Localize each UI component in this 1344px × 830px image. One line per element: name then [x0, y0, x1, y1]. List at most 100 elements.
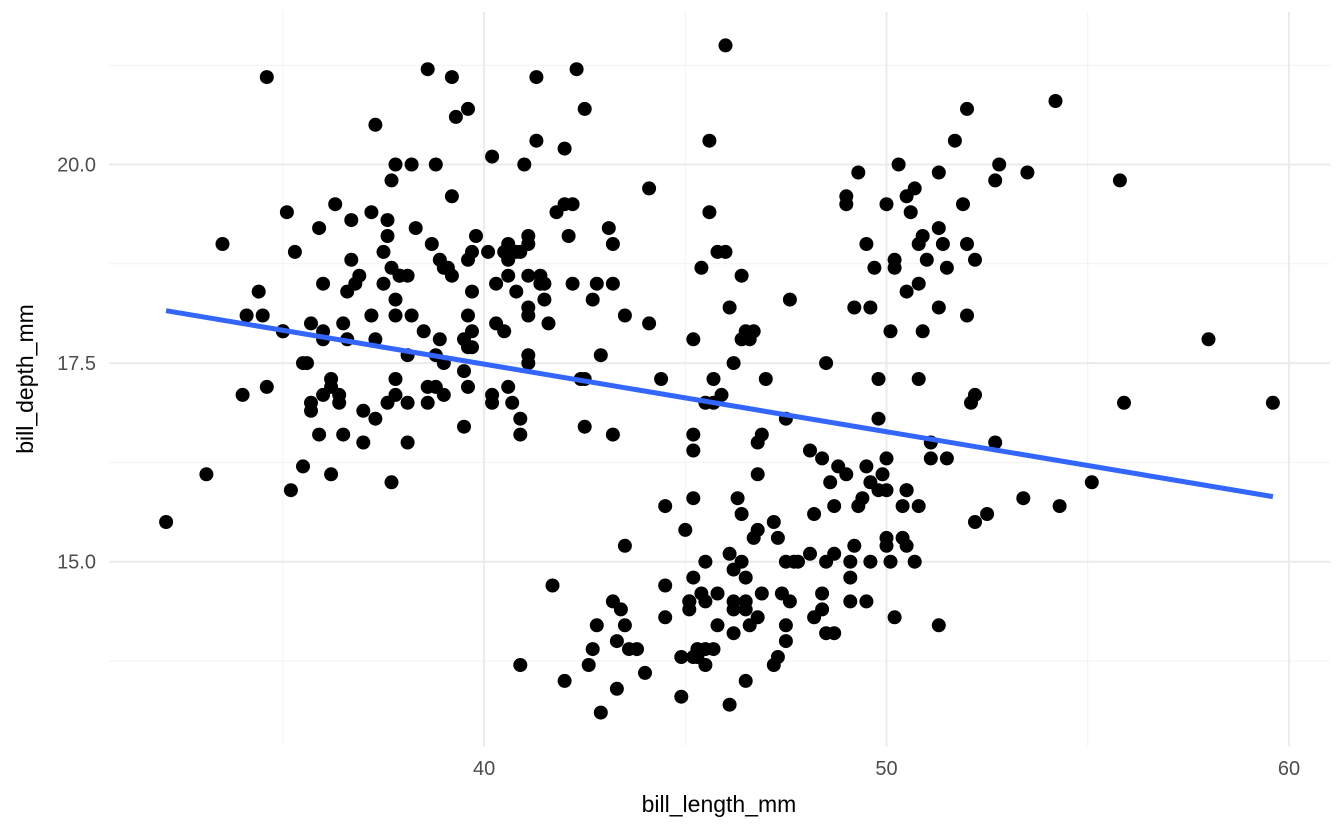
data-point — [324, 467, 339, 482]
data-point — [935, 237, 950, 251]
data-point — [968, 387, 982, 402]
data-point — [432, 332, 447, 347]
data-point — [420, 379, 435, 394]
data-point — [304, 316, 318, 331]
data-point — [589, 276, 604, 291]
data-point — [589, 618, 604, 633]
data-point — [501, 379, 516, 394]
data-point — [469, 229, 483, 243]
data-point — [388, 292, 403, 307]
x-tick-label: 40 — [473, 758, 495, 780]
data-point — [376, 244, 391, 259]
data-point — [702, 205, 717, 220]
data-point — [907, 181, 922, 196]
data-point — [517, 157, 532, 172]
data-point — [931, 618, 946, 633]
data-point — [513, 411, 528, 426]
data-point — [871, 411, 886, 426]
data-point — [296, 459, 310, 474]
data-point — [521, 229, 536, 243]
data-point — [863, 300, 878, 315]
data-point — [609, 634, 624, 649]
data-point — [734, 268, 749, 283]
data-point — [388, 157, 403, 172]
data-point — [537, 276, 552, 291]
data-point — [1020, 165, 1035, 180]
data-point — [658, 578, 673, 593]
data-point — [457, 419, 471, 434]
data-point — [336, 427, 351, 442]
data-point — [887, 260, 902, 275]
data-point — [702, 133, 717, 148]
data-point — [960, 237, 974, 251]
data-point — [461, 101, 475, 116]
data-point — [497, 324, 512, 339]
data-point — [766, 658, 781, 672]
data-point — [658, 499, 673, 514]
data-point — [931, 221, 946, 236]
data-point — [513, 427, 528, 442]
data-point — [911, 276, 926, 291]
data-point — [750, 522, 765, 537]
data-point — [907, 554, 922, 569]
data-point — [778, 554, 793, 569]
data-point — [980, 507, 995, 521]
data-point — [312, 221, 327, 236]
data-point — [577, 419, 592, 434]
data-point — [388, 308, 403, 323]
data-point — [847, 300, 862, 315]
data-point — [287, 244, 302, 259]
trend-line — [165, 308, 1274, 500]
data-point — [746, 324, 761, 339]
data-point — [420, 395, 435, 410]
data-point — [686, 443, 701, 458]
data-point — [960, 101, 974, 116]
data-point — [404, 157, 419, 172]
data-point — [988, 173, 1003, 188]
data-point — [899, 538, 914, 553]
data-point — [304, 395, 318, 410]
data-point — [617, 618, 632, 633]
data-point — [561, 229, 576, 243]
data-point — [388, 372, 403, 386]
data-point — [847, 538, 862, 553]
data-point — [686, 570, 701, 585]
data-point — [465, 324, 479, 339]
data-point — [521, 268, 536, 283]
data-point — [758, 372, 773, 386]
data-point — [1084, 475, 1099, 490]
data-point — [368, 117, 383, 132]
data-point — [485, 149, 500, 164]
data-point — [336, 316, 351, 331]
data-point — [605, 276, 620, 291]
data-point — [766, 515, 781, 529]
data-point — [316, 387, 331, 402]
data-point — [565, 197, 580, 212]
data-point — [251, 284, 266, 299]
data-point — [839, 189, 854, 204]
data-point — [617, 308, 632, 323]
data-point — [698, 554, 713, 569]
data-point — [738, 570, 753, 585]
data-point — [734, 554, 749, 569]
data-point — [380, 229, 395, 243]
data-point — [557, 673, 572, 688]
data-point — [899, 483, 914, 498]
data-point — [404, 308, 419, 323]
data-point — [867, 260, 882, 275]
data-point — [682, 602, 697, 617]
data-point — [529, 133, 544, 148]
data-point — [541, 316, 556, 331]
data-point — [581, 658, 596, 672]
data-point — [259, 70, 274, 85]
data-point — [903, 205, 918, 220]
data-point — [159, 515, 174, 529]
data-point — [730, 491, 745, 506]
data-point — [501, 237, 516, 251]
data-point — [819, 554, 834, 569]
trend-line-layer — [165, 308, 1274, 500]
data-point — [529, 70, 544, 85]
data-point — [344, 252, 359, 267]
data-point — [481, 244, 496, 259]
